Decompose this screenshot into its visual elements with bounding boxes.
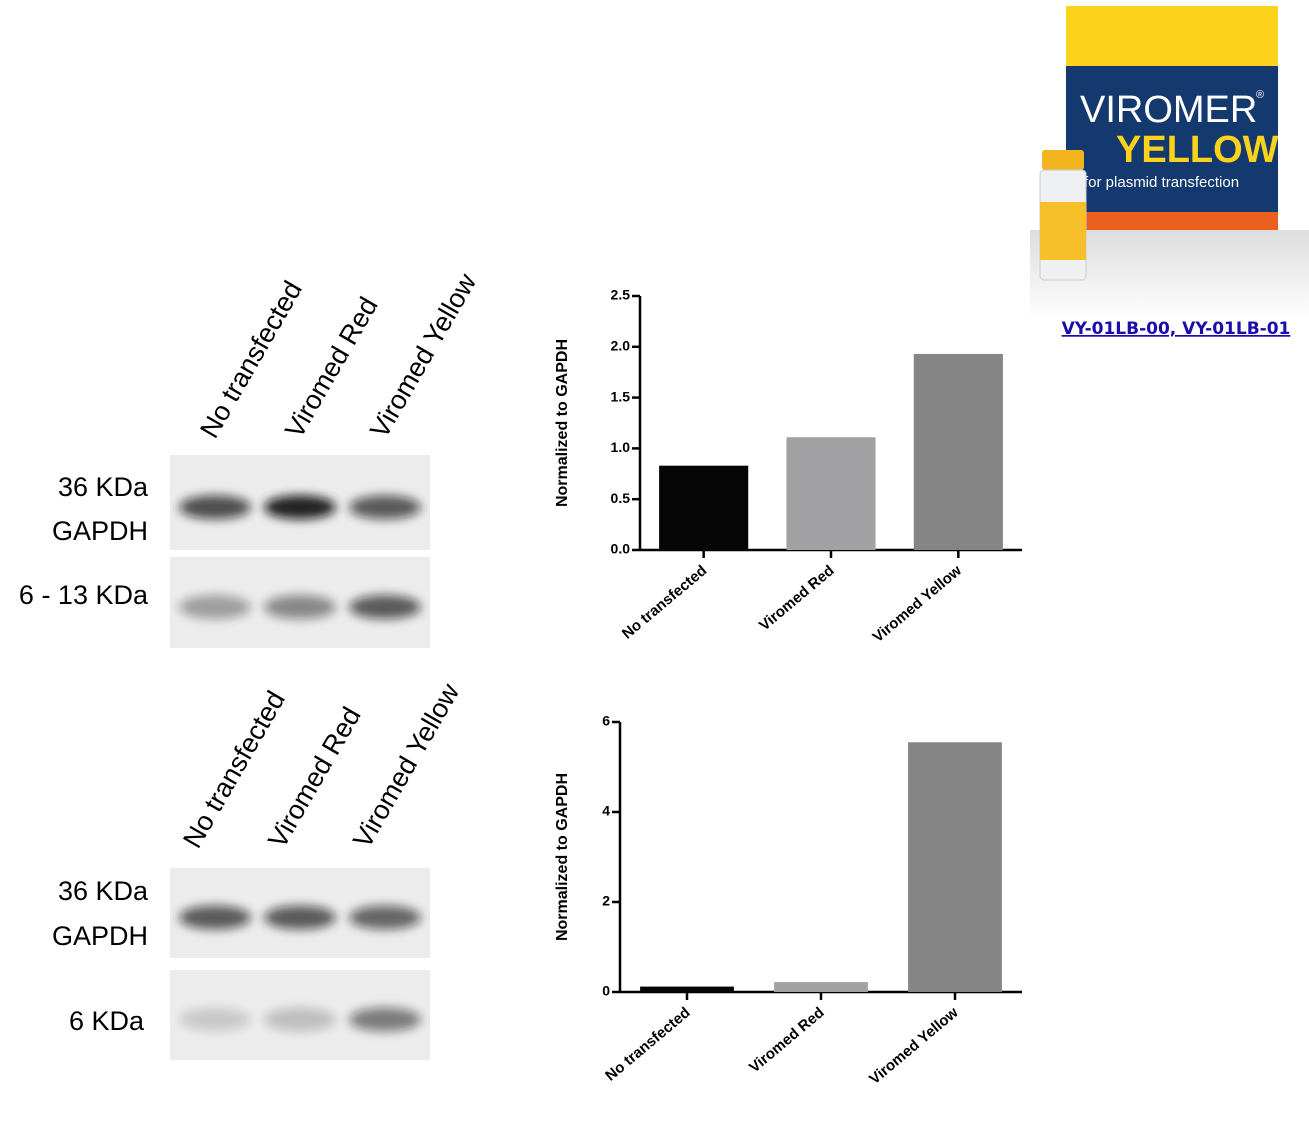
lane-label: Viromed Yellow	[347, 678, 465, 853]
band-label: 36 KDa	[58, 876, 149, 906]
y-axis-label: Normalized to GAPDH	[554, 773, 571, 941]
x-tick-label: Viromed Red	[756, 562, 838, 634]
bar	[640, 987, 734, 992]
blot-band	[179, 906, 251, 930]
bar	[659, 466, 748, 550]
vial-label	[1040, 202, 1086, 260]
y-tick-label: 0.0	[611, 541, 631, 557]
product-name: YELLOW	[1116, 129, 1279, 171]
blot-band	[264, 906, 336, 930]
band-label: 6 KDa	[69, 1006, 145, 1036]
y-tick-label: 1.0	[611, 439, 631, 455]
figure: VIROMER ® YELLOW for plasmid transfectio…	[0, 0, 1309, 1124]
x-tick-label: Viromed Red	[746, 1004, 828, 1076]
blot-band	[264, 495, 336, 519]
brand-mark: ®	[1256, 89, 1264, 101]
bar	[914, 354, 1003, 550]
box-stripe	[1066, 212, 1278, 230]
lane-label: Viromed Yellow	[364, 268, 482, 443]
band-label: 6 - 13 KDa	[19, 580, 149, 610]
x-tick-label: No transfected	[619, 562, 710, 643]
blot-band	[349, 595, 421, 619]
box-top	[1066, 6, 1278, 66]
y-tick-label: 2.5	[611, 287, 631, 303]
product-image: VIROMER ® YELLOW for plasmid transfectio…	[1030, 6, 1309, 320]
bar	[774, 982, 868, 992]
blot-band	[349, 906, 421, 930]
blot-band	[349, 1008, 421, 1032]
product-subtitle: for plasmid transfection	[1084, 174, 1239, 191]
brand: VIROMER	[1080, 89, 1257, 131]
bar	[908, 742, 1002, 992]
blot-band	[264, 595, 336, 619]
band-label: GAPDH	[52, 921, 148, 951]
band-label: GAPDH	[52, 516, 148, 546]
band-label: 36 KDa	[58, 472, 149, 502]
vial-cap	[1042, 150, 1084, 170]
y-tick-label: 2.0	[611, 338, 631, 354]
x-tick-label: No transfected	[602, 1004, 693, 1085]
y-tick-label: 2	[602, 893, 610, 909]
blot-band	[349, 495, 421, 519]
bar	[786, 437, 875, 550]
blot-band	[179, 595, 251, 619]
y-tick-label: 0	[602, 983, 610, 999]
y-tick-label: 0.5	[611, 490, 631, 506]
x-tick-label: Viromed Yellow	[866, 1004, 962, 1088]
blot-band	[179, 1008, 251, 1032]
x-tick-label: Viromed Yellow	[869, 562, 965, 646]
y-tick-label: 4	[602, 803, 610, 819]
y-tick-label: 6	[602, 713, 610, 729]
blot-band	[179, 495, 251, 519]
y-tick-label: 1.5	[611, 388, 631, 404]
blot-band	[264, 1008, 336, 1032]
y-axis-label: Normalized to GAPDH	[554, 339, 571, 507]
catalog-link[interactable]: VY-01LB-00, VY-01LB-01	[1062, 319, 1291, 339]
